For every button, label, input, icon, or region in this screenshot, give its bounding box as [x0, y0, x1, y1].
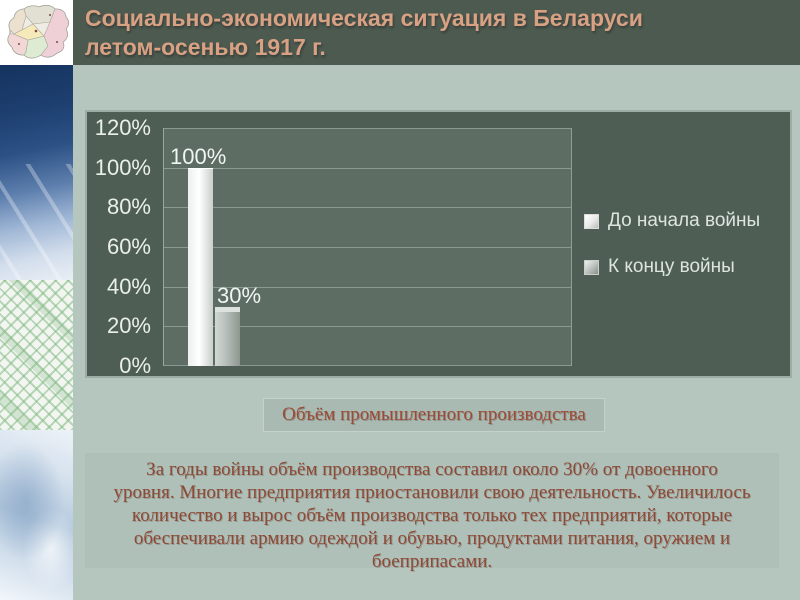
bar-series-0 [188, 167, 213, 366]
decorative-sidebar [0, 0, 73, 600]
sidebar-blue-band [0, 65, 73, 280]
sidebar-ornament-pattern [0, 280, 73, 430]
gridline-100% [164, 167, 571, 169]
belarus-map-graphic [0, 0, 73, 65]
legend-marker-icon [584, 213, 599, 229]
gridline-60% [164, 247, 571, 248]
y-tick-label: 120% [94, 115, 151, 140]
legend-item-1: К концу войны [584, 256, 760, 278]
chart-y-axis: 120% 100% 80% 60% 40% 20% 0% [87, 112, 159, 378]
legend-marker-icon [584, 259, 599, 275]
gridline-0% [164, 365, 571, 366]
y-tick-label: 0% [119, 353, 151, 378]
bar-value-label: 30% [217, 282, 262, 308]
gridline-40% [164, 286, 571, 288]
chart-plot: 100% 30% [163, 128, 572, 366]
y-tick-label: 40% [106, 273, 151, 299]
body-text-box: За годы войны объём производства состави… [85, 453, 779, 572]
body-text: За годы войны объём производства состави… [113, 459, 751, 572]
y-tick-label: 60% [106, 234, 151, 259]
gridline-80% [164, 207, 571, 209]
y-tick-label: 80% [106, 194, 151, 220]
gridline-120% [164, 128, 571, 129]
legend-label: К концу войны [608, 256, 735, 277]
chart-legend: До начала войны К концу войны [584, 210, 760, 278]
legend-item-0: До начала войны [584, 210, 760, 232]
sidebar-watercolor-image [0, 430, 73, 600]
chart-caption-label: Объём промышленного производства [282, 404, 586, 425]
y-tick-label: 100% [94, 154, 151, 180]
bar-value-label: 100% [170, 143, 227, 169]
bar-chart: 120% 100% 80% 60% 40% 20% 0% 100% 30% До начала… [85, 110, 792, 378]
belarus-map-image [0, 0, 73, 65]
gridline-20% [164, 326, 571, 328]
slide-title: Социально-экономическая ситуация в Белар… [85, 5, 643, 60]
slide-header: Социально-экономическая ситуация в Белар… [73, 0, 800, 65]
legend-label: До начала войны [608, 210, 761, 231]
chart-caption-box: Объём промышленного производства [263, 398, 605, 432]
y-tick-label: 20% [106, 313, 151, 339]
bar-series-1 [215, 306, 240, 366]
